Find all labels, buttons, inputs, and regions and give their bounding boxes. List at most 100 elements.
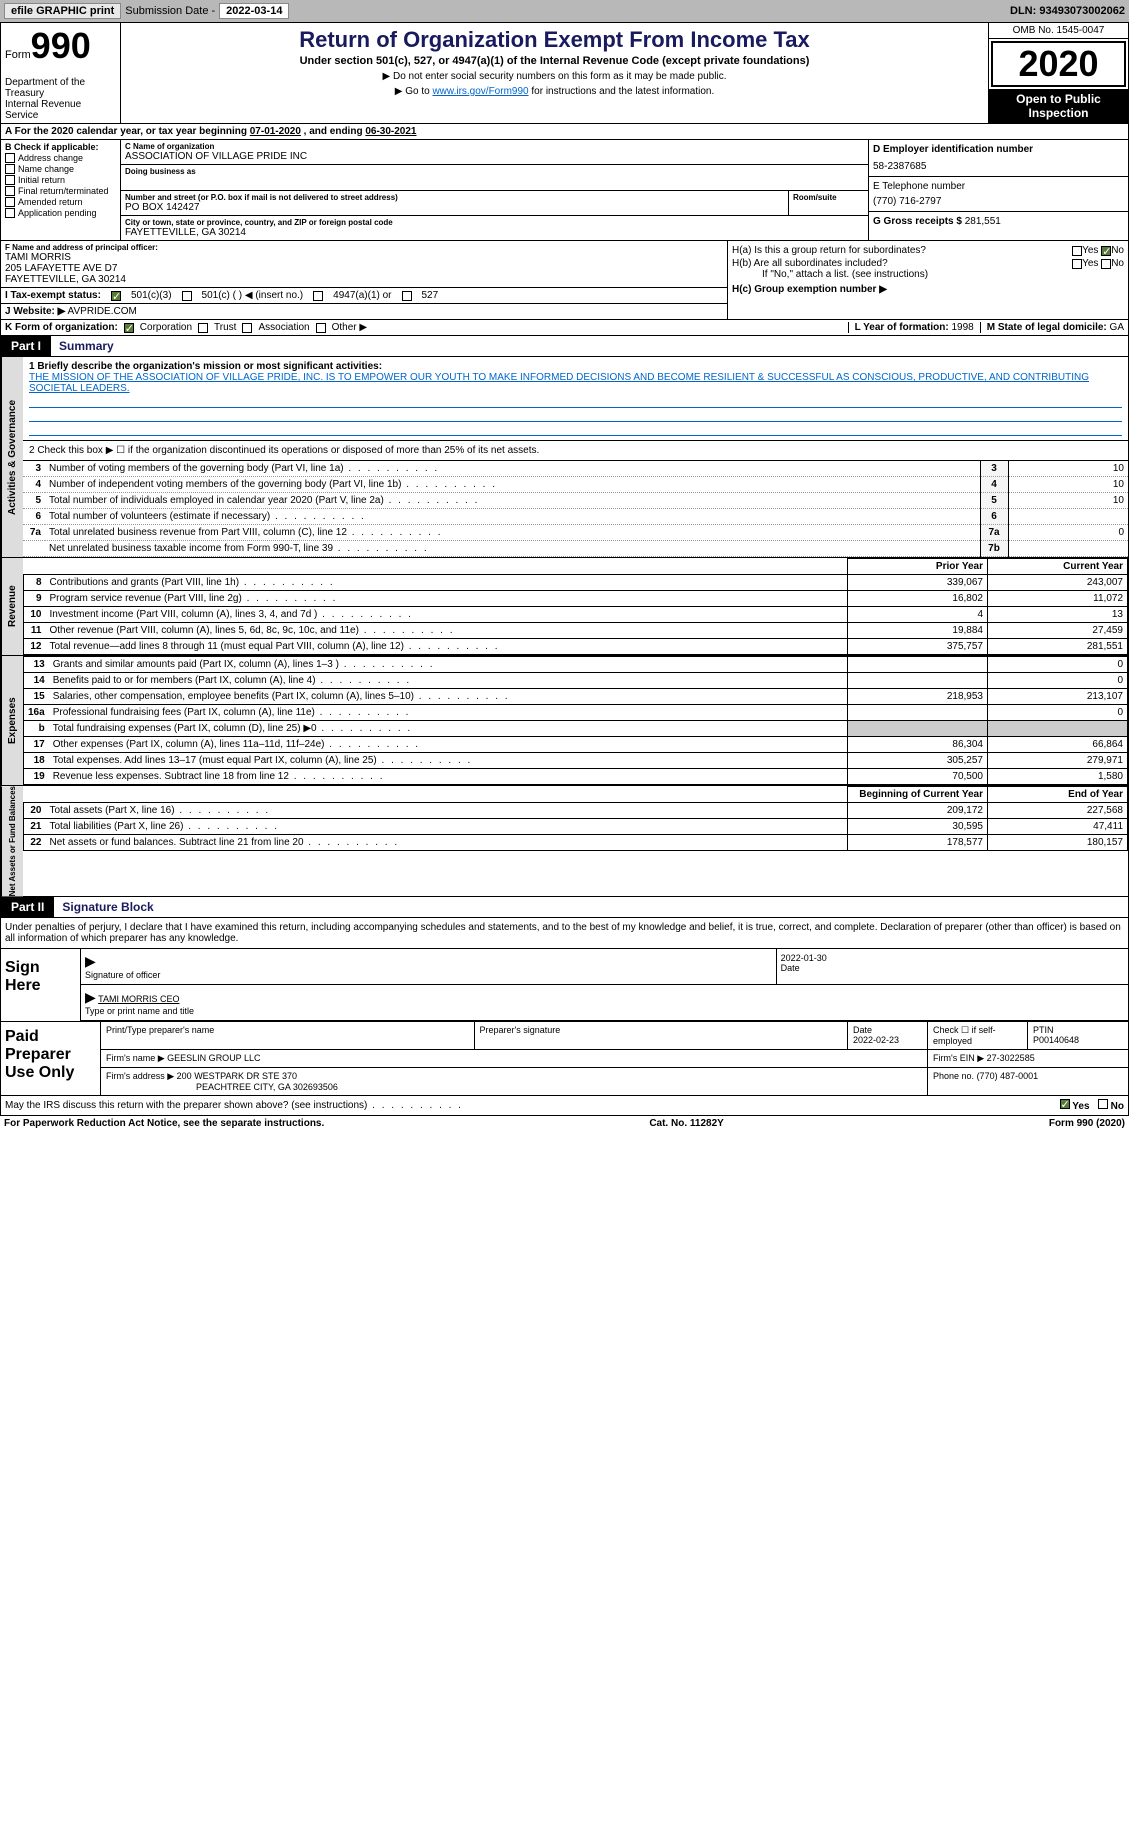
- section-k-lm: K Form of organization: Corporation Trus…: [0, 320, 1129, 336]
- sign-here-label: Sign Here: [1, 949, 81, 1021]
- table-row: Salaries, other compensation, employee b…: [49, 689, 848, 705]
- sig-date-value: 2022-01-30: [781, 953, 827, 963]
- officer-addr2: FAYETTEVILLE, GA 30214: [5, 274, 723, 285]
- open-inspection-badge: Open to Public Inspection: [989, 89, 1128, 123]
- hb-yes-checkbox[interactable]: [1072, 259, 1082, 269]
- other-checkbox[interactable]: [316, 323, 326, 333]
- discuss-yes-checkbox[interactable]: [1060, 1099, 1070, 1109]
- header-right: OMB No. 1545-0047 2020 Open to Public In…: [988, 23, 1128, 123]
- form-title: Return of Organization Exempt From Incom…: [125, 27, 984, 53]
- table-row: Program service revenue (Part VIII, line…: [46, 591, 848, 607]
- table-row: Grants and similar amounts paid (Part IX…: [49, 657, 848, 673]
- prep-sig-label: Preparer's signature: [475, 1022, 849, 1049]
- trust-checkbox[interactable]: [198, 323, 208, 333]
- checkbox[interactable]: [5, 175, 15, 185]
- firm-address: 200 WESTPARK DR STE 370: [177, 1071, 297, 1081]
- table-row: Total unrelated business revenue from Pa…: [45, 525, 980, 541]
- assoc-checkbox[interactable]: [242, 323, 252, 333]
- part1-net-block: Net Assets or Fund Balances Beginning of…: [0, 786, 1129, 897]
- table-row: Investment income (Part VIII, column (A)…: [46, 607, 848, 623]
- table-row: Other expenses (Part IX, column (A), lin…: [49, 737, 848, 753]
- form-number: Form 990: [5, 25, 116, 67]
- header-info-grid: B Check if applicable: Address changeNam…: [0, 140, 1129, 241]
- topbar: efile GRAPHIC print Submission Date - 20…: [0, 0, 1129, 22]
- checkbox[interactable]: [5, 164, 15, 174]
- rev-strip: Revenue: [1, 558, 23, 655]
- ha-yes-checkbox[interactable]: [1072, 246, 1082, 256]
- hb-no-checkbox[interactable]: [1101, 259, 1111, 269]
- checkbox[interactable]: [5, 186, 15, 196]
- rev-table: Prior YearCurrent Year8Contributions and…: [23, 558, 1128, 655]
- address: PO BOX 142427: [125, 202, 784, 213]
- table-row: Contributions and grants (Part VIII, lin…: [46, 575, 848, 591]
- 4947-checkbox[interactable]: [313, 291, 323, 301]
- hb-label: H(b) Are all subordinates included?: [732, 258, 1072, 269]
- omb-number: OMB No. 1545-0047: [989, 23, 1128, 39]
- exp-table: 13Grants and similar amounts paid (Part …: [23, 656, 1128, 785]
- header-left: Form 990 Department of the Treasury Inte…: [1, 23, 121, 123]
- checkbox[interactable]: [5, 153, 15, 163]
- officer-name-title: TAMI MORRIS CEO: [98, 994, 179, 1004]
- ha-label: H(a) Is this a group return for subordin…: [732, 245, 1072, 256]
- checkbox[interactable]: [5, 197, 15, 207]
- arrow-icon: ▶: [85, 953, 96, 969]
- officer-type-label: Type or print name and title: [85, 1006, 194, 1016]
- officer-name: TAMI MORRIS: [5, 252, 723, 263]
- paperwork-notice: For Paperwork Reduction Act Notice, see …: [4, 1118, 324, 1129]
- room-label: Room/suite: [793, 193, 864, 202]
- part1-header: Part I Summary: [0, 336, 1129, 357]
- net-strip: Net Assets or Fund Balances: [1, 786, 23, 896]
- org-name: ASSOCIATION OF VILLAGE PRIDE INC: [125, 151, 864, 162]
- paid-preparer-block: Paid Preparer Use Only Print/Type prepar…: [0, 1022, 1129, 1096]
- org-name-label: C Name of organization: [125, 142, 864, 151]
- form-note-2: ▶ Go to www.irs.gov/Form990 for instruct…: [125, 86, 984, 97]
- firm-city: PEACHTREE CITY, GA 302693506: [196, 1082, 338, 1092]
- self-employed-check: Check ☐ if self-employed: [928, 1022, 1028, 1049]
- discuss-line: May the IRS discuss this return with the…: [0, 1096, 1129, 1116]
- ein-label: D Employer identification number: [873, 144, 1124, 155]
- dba-label: Doing business as: [125, 167, 864, 176]
- part2-header: Part II Signature Block: [0, 897, 1129, 918]
- city: FAYETTEVILLE, GA 30214: [125, 227, 864, 238]
- net-table: Beginning of Current YearEnd of Year20To…: [23, 786, 1128, 851]
- table-row: Total expenses. Add lines 13–17 (must eq…: [49, 753, 848, 769]
- form-subtitle: Under section 501(c), 527, or 4947(a)(1)…: [125, 55, 984, 67]
- table-row: Total revenue—add lines 8 through 11 (mu…: [46, 639, 848, 655]
- corp-checkbox[interactable]: [124, 323, 134, 333]
- state-domicile: GA: [1110, 322, 1124, 333]
- table-row: Revenue less expenses. Subtract line 18 …: [49, 769, 848, 785]
- tax-exempt-label: I Tax-exempt status:: [5, 290, 101, 301]
- gov-table: 3Number of voting members of the governi…: [23, 461, 1128, 557]
- firm-phone: (770) 487-0001: [977, 1071, 1039, 1081]
- table-row: Other revenue (Part VIII, column (A), li…: [46, 623, 848, 639]
- hc-label: H(c) Group exemption number ▶: [732, 284, 1124, 295]
- 501c3-checkbox[interactable]: [111, 291, 121, 301]
- header-title-block: Return of Organization Exempt From Incom…: [121, 23, 988, 123]
- dln: DLN: 93493073002062: [1010, 5, 1125, 17]
- irs-link[interactable]: www.irs.gov/Form990: [432, 86, 528, 97]
- website-label: J Website: ▶: [5, 306, 65, 317]
- period-line: A For the 2020 calendar year, or tax yea…: [0, 124, 1129, 140]
- line2-text: 2 Check this box ▶ ☐ if the organization…: [23, 441, 1128, 461]
- department-label: Department of the Treasury Internal Reve…: [5, 77, 116, 121]
- 527-checkbox[interactable]: [402, 291, 412, 301]
- table-row: Professional fundraising fees (Part IX, …: [49, 705, 848, 721]
- discuss-no-checkbox[interactable]: [1098, 1099, 1108, 1109]
- checkbox[interactable]: [5, 208, 15, 218]
- table-row: Net unrelated business taxable income fr…: [45, 541, 980, 557]
- paid-preparer-label: Paid Preparer Use Only: [1, 1022, 101, 1095]
- officer-label: F Name and address of principal officer:: [5, 243, 723, 252]
- footer: For Paperwork Reduction Act Notice, see …: [0, 1116, 1129, 1131]
- 501c-checkbox[interactable]: [182, 291, 192, 301]
- submission-date-label: Submission Date -: [125, 5, 215, 17]
- year-formation: 1998: [951, 322, 973, 333]
- website-value: AVPRIDE.COM: [68, 306, 137, 317]
- efile-print-button[interactable]: efile GRAPHIC print: [4, 3, 121, 19]
- firm-ein: 27-3022585: [987, 1053, 1035, 1063]
- section-deg: D Employer identification number 58-2387…: [868, 140, 1128, 240]
- signature-intro: Under penalties of perjury, I declare th…: [0, 918, 1129, 949]
- table-row: Benefits paid to or for members (Part IX…: [49, 673, 848, 689]
- ha-no-checkbox[interactable]: [1101, 246, 1111, 256]
- table-row: Number of voting members of the governin…: [45, 461, 980, 477]
- table-row: Total fundraising expenses (Part IX, col…: [49, 721, 848, 737]
